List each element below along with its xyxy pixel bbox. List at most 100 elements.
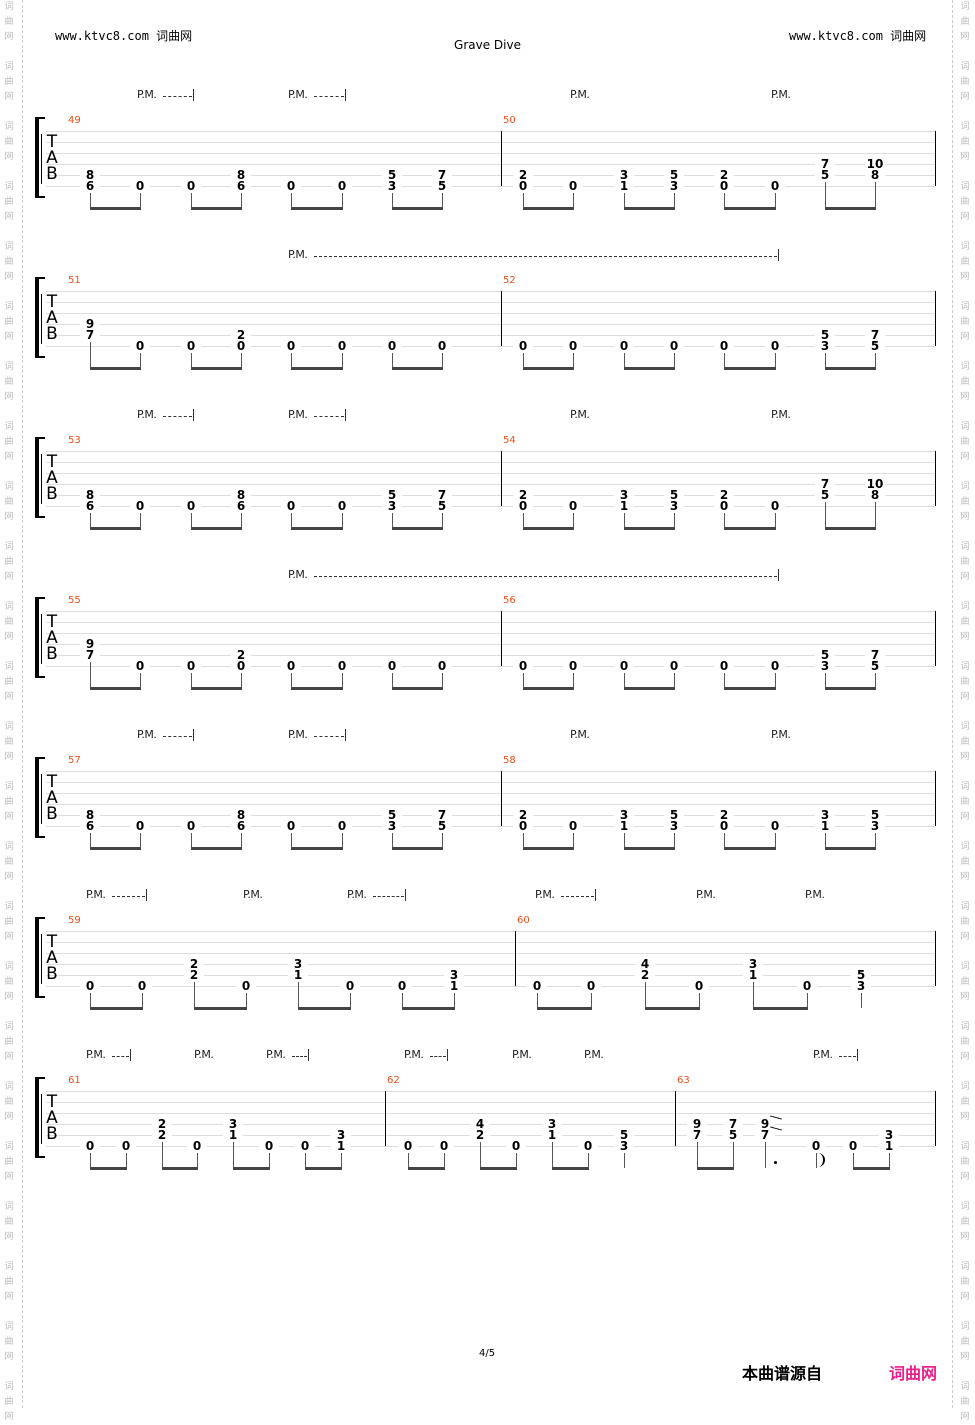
fret-number: 0	[765, 820, 785, 832]
palm-mute-label: P.M.	[288, 568, 308, 581]
eighth-flag	[817, 1153, 825, 1167]
fret-number: 1	[614, 820, 634, 832]
palm-mute-label: P.M.	[347, 888, 367, 901]
staff-line	[46, 506, 935, 507]
staff-line	[46, 622, 935, 623]
staff-line	[46, 473, 935, 474]
beam	[624, 367, 675, 370]
tab-clef-letter: A	[46, 1108, 58, 1128]
palm-mute-end	[595, 889, 596, 901]
watermark: 词曲网	[960, 542, 970, 582]
fret-number: 0	[765, 500, 785, 512]
fret-number: 7	[80, 649, 100, 661]
bracket-bottom-hook	[35, 196, 45, 198]
fret-number: 9	[687, 1118, 707, 1130]
final-barline	[935, 1091, 936, 1146]
note-stem	[674, 353, 675, 368]
fret-number: 0	[181, 660, 201, 672]
final-barline	[935, 451, 936, 506]
staff-line	[46, 644, 935, 645]
palm-mute-extender	[314, 736, 344, 737]
staff-line	[46, 975, 935, 976]
beam	[724, 847, 776, 850]
tab-clef-letter: T	[46, 132, 58, 152]
site-header-left[interactable]: www.ktvc8.com 词曲网	[55, 29, 193, 43]
beam	[853, 1167, 890, 1170]
note-stem	[454, 993, 455, 1008]
watermark: 词曲网	[960, 1322, 970, 1362]
note-stem	[624, 193, 625, 208]
source-site-link[interactable]: 词曲网	[889, 1364, 938, 1383]
system-bracket	[35, 917, 39, 998]
note-stem	[724, 513, 725, 528]
system-bracket	[35, 597, 39, 678]
fret-number: 2	[513, 489, 533, 501]
fret-number: 2	[714, 489, 734, 501]
note-stem	[246, 993, 247, 1008]
note-stem	[523, 193, 524, 208]
note-stem	[241, 193, 242, 208]
staff-line	[46, 815, 935, 816]
palm-mute-label: P.M.	[696, 888, 716, 901]
fret-number: 0	[513, 340, 533, 352]
fret-number: 0	[130, 820, 150, 832]
bracket-top-hook	[35, 917, 45, 919]
tab-clef-letter: A	[46, 788, 58, 808]
fret-number: 0	[332, 820, 352, 832]
fret-number: 7	[80, 329, 100, 341]
fret-number: 3	[664, 820, 684, 832]
palm-mute-extender	[430, 1056, 446, 1057]
fret-number: 0	[332, 180, 352, 192]
fret-number: 0	[843, 1140, 863, 1152]
tab-clef-letter: T	[46, 772, 58, 792]
staff-line	[46, 451, 935, 452]
watermark: 词曲网	[4, 122, 14, 162]
tab-clef-letter: B	[46, 324, 58, 344]
watermark: 词曲网	[4, 2, 14, 42]
palm-mute-label: P.M.	[288, 408, 308, 421]
staff-line	[46, 655, 935, 656]
bracket-bottom-hook	[35, 676, 45, 678]
beam	[90, 367, 141, 370]
system-bracket	[35, 117, 39, 198]
measure-number: 49	[68, 115, 81, 126]
beam	[392, 847, 443, 850]
tab-clef-letter: B	[46, 964, 58, 984]
note-stem	[537, 993, 538, 1008]
note-stem	[291, 353, 292, 368]
beam	[162, 1167, 198, 1170]
fret-number: 0	[434, 1140, 454, 1152]
note-stem	[140, 513, 141, 528]
site-header-right[interactable]: www.ktvc8.com 词曲网	[789, 29, 927, 43]
dotted-rhythm-dot	[774, 1161, 777, 1164]
beam	[291, 207, 343, 210]
note-stem	[90, 833, 91, 848]
fret-number: 0	[398, 1140, 418, 1152]
fret-number: 7	[432, 809, 452, 821]
watermark: 词曲网	[4, 782, 14, 822]
fret-number: 9	[755, 1118, 775, 1130]
note-stem	[392, 833, 393, 848]
beam	[90, 1167, 127, 1170]
fret-number: 5	[432, 180, 452, 192]
fret-number: 0	[130, 180, 150, 192]
staff-line	[46, 804, 935, 805]
staff-line	[46, 633, 935, 634]
note-stem	[191, 833, 192, 848]
fret-number: 1	[444, 980, 464, 992]
staff-start-line	[41, 134, 42, 184]
palm-mute-extender	[839, 1056, 856, 1057]
note-stem	[724, 193, 725, 208]
note-stem	[90, 193, 91, 208]
fret-number: 3	[444, 969, 464, 981]
note-stem	[191, 513, 192, 528]
palm-mute-extender	[314, 416, 344, 417]
fret-number: 1	[614, 180, 634, 192]
watermark: 词曲网	[4, 1022, 14, 1062]
note-stem	[724, 833, 725, 848]
beam	[724, 367, 776, 370]
palm-mute-end	[405, 889, 406, 901]
note-stem	[341, 1153, 342, 1168]
fret-number: 6	[231, 500, 251, 512]
watermark: 词曲网	[960, 842, 970, 882]
